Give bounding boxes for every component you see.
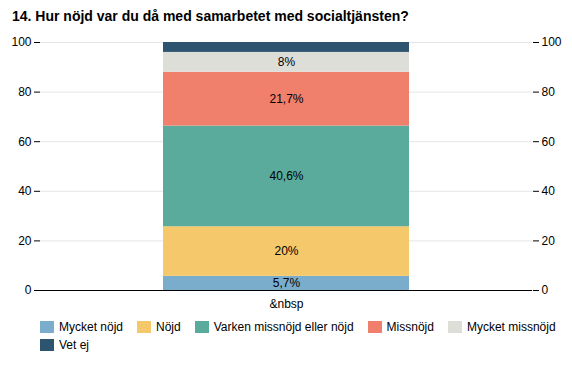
- svg-text:5,7%: 5,7%: [273, 276, 301, 290]
- svg-text:100: 100: [542, 35, 562, 49]
- svg-text:0: 0: [542, 283, 549, 297]
- svg-text:&nbsp: &nbsp: [269, 297, 303, 311]
- svg-text:0: 0: [25, 283, 32, 297]
- svg-text:40: 40: [542, 184, 556, 198]
- html-text:Mycket missnöjd: Mycket missnöjd: [466, 320, 556, 334]
- svg-text:20%: 20%: [274, 244, 298, 258]
- html-text:Missnöjd: Missnöjd: [386, 320, 434, 334]
- svg-text:20: 20: [542, 234, 556, 248]
- svg-text:20: 20: [18, 234, 32, 248]
- svg-text:80: 80: [18, 85, 32, 99]
- svg-text:80: 80: [542, 85, 556, 99]
- svg-text:100: 100: [11, 35, 31, 49]
- html-text:Mycket nöjd: Mycket nöjd: [59, 320, 123, 334]
- svg-text:8%: 8%: [278, 55, 296, 69]
- html-text:Nöjd: Nöjd: [156, 320, 181, 334]
- svg-text:60: 60: [542, 135, 556, 149]
- svg-text:60: 60: [18, 135, 32, 149]
- svg-text:21,7%: 21,7%: [269, 92, 303, 106]
- html-text:Vet ej: Vet ej: [59, 338, 89, 352]
- html-text:Varken missnöjd eller nöjd: Varken missnöjd eller nöjd: [213, 320, 354, 334]
- svg-text:40,6%: 40,6%: [269, 169, 303, 183]
- svg-text:40: 40: [18, 184, 32, 198]
- html-text:14. Hur nöjd var du då med sam: 14. Hur nöjd var du då med samarbetet me…: [12, 8, 409, 24]
